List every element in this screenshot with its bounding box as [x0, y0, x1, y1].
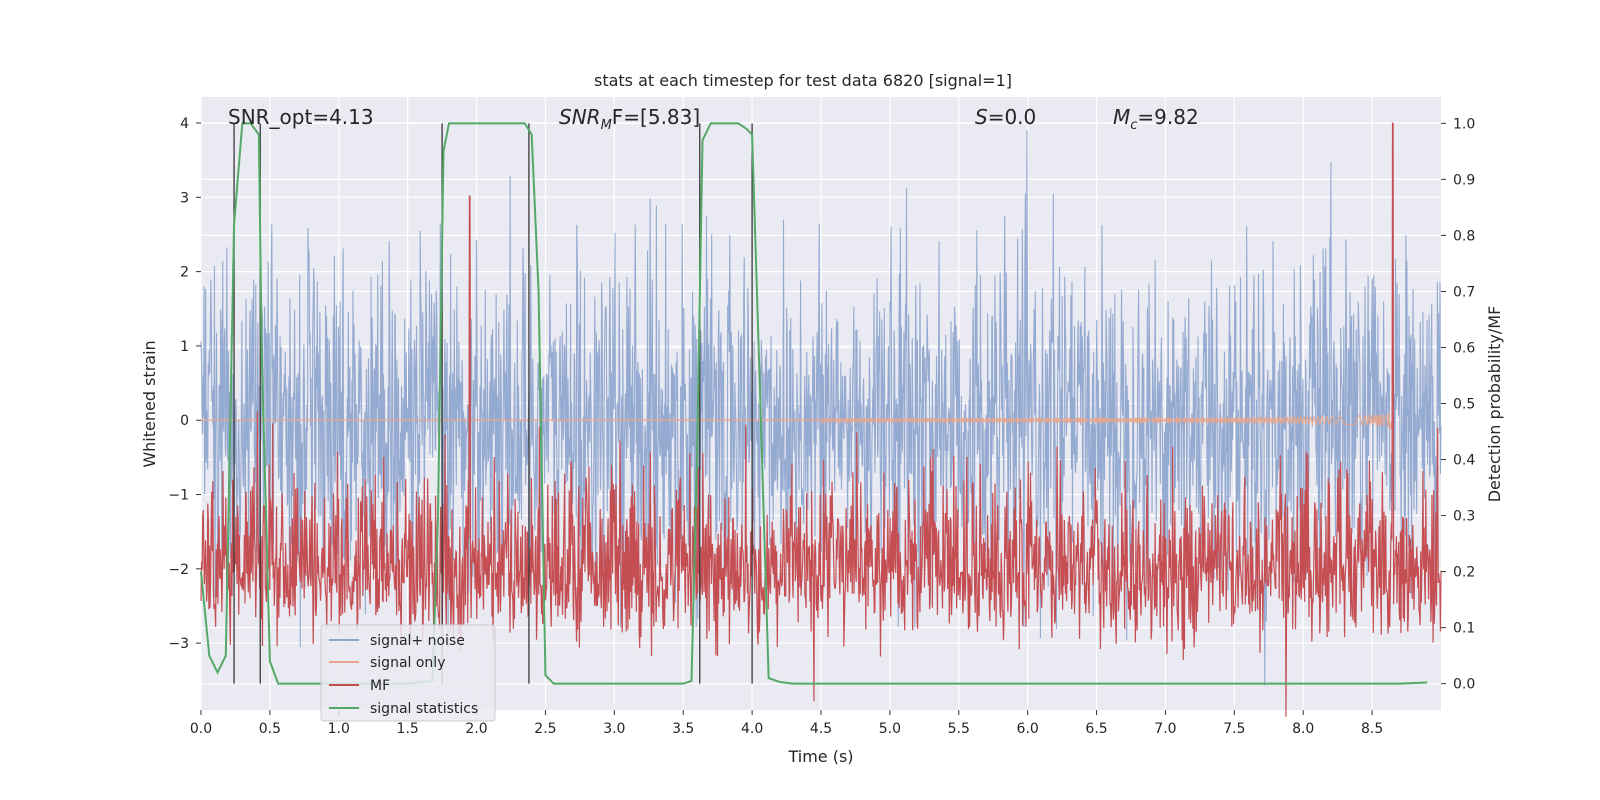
mf-line	[200, 122, 1442, 717]
y-axis-label-left: Whitened strain	[140, 340, 159, 467]
x-tick-label: 0.5	[259, 721, 281, 737]
x-axis-label: Time (s)	[787, 747, 853, 766]
y-axis-label-right: Detection probability/MF	[1485, 306, 1504, 503]
y-tick-label-left: −1	[168, 488, 189, 504]
y-ticks-right: 0.0 0.1 0.2 0.3 0.4 0.5 0.6 0.7 0.8 0.9 1.0	[1441, 116, 1475, 693]
y-tick-label-right: 0.9	[1453, 172, 1475, 188]
y-tick-label-right: 0.0	[1453, 677, 1475, 693]
signal-noise-series	[200, 130, 1442, 686]
y-tick-label-right: 0.6	[1453, 340, 1475, 356]
annotation-snr-mf-rest: F=[5.83]	[612, 105, 700, 129]
signal-statistics-line	[200, 122, 1428, 685]
annotation-mc: Mc=9.82	[1113, 105, 1199, 133]
x-tick-label: 5.5	[948, 721, 970, 737]
chart-title: stats at each timestep for test data 682…	[594, 71, 1012, 90]
x-tick-label: 7.0	[1154, 721, 1176, 737]
legend-box	[320, 624, 496, 722]
annotation-s-rest: =0.0	[988, 105, 1037, 129]
y-tick-label-left: 0	[180, 413, 189, 429]
y-tick-label-left: 2	[180, 265, 189, 281]
y-tick-label-right: 0.4	[1453, 453, 1475, 469]
legend-label-mf: MF	[370, 678, 390, 694]
y-tick-label-left: −3	[168, 636, 189, 652]
mf-series	[200, 122, 1442, 717]
y-tick-label-right: 0.1	[1453, 621, 1475, 637]
x-tick-label: 2.0	[465, 721, 487, 737]
legend-label-signal-statistics: signal statistics	[370, 701, 478, 717]
x-tick-label: 2.5	[534, 721, 556, 737]
annotation-snr-mf: SNRMF=[5.83]	[559, 105, 700, 133]
x-ticks: 0.0 0.5 1.0 1.5 2.0 2.5 3.0 3.5 4.0 4.5 5.0 5.5 6.0 6…	[190, 710, 1383, 737]
legend: signal+ noise signal only MF signal stat…	[320, 624, 496, 722]
x-tick-label: 7.5	[1223, 721, 1245, 737]
x-tick-label: 3.0	[603, 721, 625, 737]
legend-label-signal-noise: signal+ noise	[370, 633, 465, 649]
x-tick-label: 8.5	[1361, 721, 1383, 737]
y-tick-label-left: 1	[180, 339, 189, 355]
annotation-s-label: S	[975, 105, 988, 129]
x-tick-label: 1.0	[328, 721, 350, 737]
annotation-s: S=0.0	[975, 105, 1036, 129]
annotation-mc-label: M	[1113, 105, 1130, 129]
y-tick-label-left: 4	[180, 116, 189, 132]
y-tick-label-left: −2	[168, 562, 189, 578]
x-tick-label: 5.0	[879, 721, 901, 737]
annotation-snr-opt: SNR_opt=4.13	[228, 105, 374, 129]
y-tick-label-right: 0.5	[1453, 397, 1475, 413]
x-tick-label: 4.0	[741, 721, 763, 737]
signal-only-line	[200, 411, 1394, 467]
x-tick-label: 1.5	[397, 721, 419, 737]
annotation-mc-sub: c	[1130, 118, 1137, 133]
x-tick-label: 4.5	[810, 721, 832, 737]
y-tick-label-left: 3	[180, 190, 189, 206]
x-tick-label: 8.0	[1292, 721, 1314, 737]
annotation-snr-mf-label: SNR	[559, 105, 601, 129]
y-tick-label-right: 0.8	[1453, 228, 1475, 244]
y-tick-label-right: 0.7	[1453, 284, 1475, 300]
legend-label-signal-only: signal only	[370, 655, 445, 671]
signal-only-series	[200, 411, 1394, 467]
x-tick-label: 3.5	[672, 721, 694, 737]
y-tick-label-right: 0.2	[1453, 565, 1475, 581]
annotation-snr-mf-sub: M	[601, 118, 612, 133]
signal-statistics-series	[200, 122, 1428, 685]
signal-noise-line	[200, 130, 1442, 686]
x-tick-label: 6.0	[1017, 721, 1039, 737]
x-tick-label: 0.0	[190, 721, 212, 737]
annotation-mc-rest: =9.82	[1137, 105, 1198, 129]
y-tick-label-right: 0.3	[1453, 509, 1475, 525]
y-tick-label-right: 1.0	[1453, 116, 1475, 132]
y-ticks-left: −3 −2 −1 0 1 2 3 4	[168, 116, 201, 652]
x-tick-label: 6.5	[1085, 721, 1107, 737]
